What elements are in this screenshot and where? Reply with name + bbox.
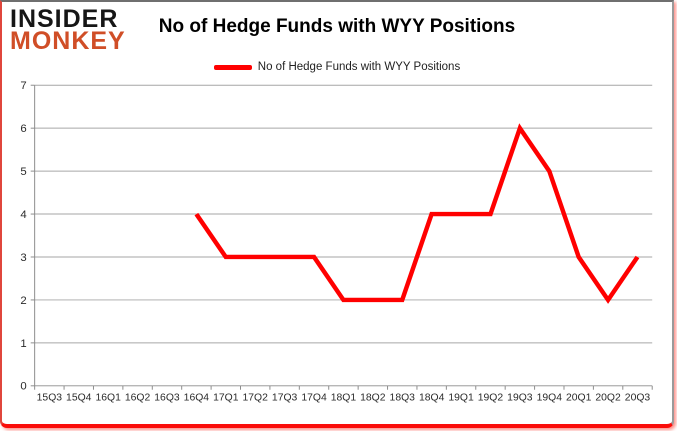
logo-text-insider: INSIDER xyxy=(10,5,119,33)
legend-line-swatch xyxy=(213,64,252,70)
y-axis-tick-label: 5 xyxy=(20,166,26,178)
y-axis-tick-label: 4 xyxy=(20,209,26,221)
x-axis-tick-label: 19Q3 xyxy=(507,393,533,404)
x-axis-tick-label: 15Q4 xyxy=(66,393,92,404)
x-axis-tick-label: 18Q1 xyxy=(331,393,357,404)
y-axis-tick-label: 7 xyxy=(20,80,26,92)
x-axis-tick-label: 15Q3 xyxy=(37,393,63,404)
x-axis-tick-label: 16Q4 xyxy=(184,393,210,404)
x-axis-tick-label: 17Q3 xyxy=(272,393,298,404)
x-axis-tick-label: 19Q1 xyxy=(448,393,474,404)
y-axis-tick-label: 6 xyxy=(20,123,26,135)
y-axis-tick-label: 1 xyxy=(20,338,26,350)
line-chart-plot: 0 1 2 3 4 5 6 7 15Q3 15Q4 16Q1 16Q2 16Q3 16Q4 17Q1 17Q2… xyxy=(20,80,653,404)
logo-text-monkey: MONKEY xyxy=(10,27,126,55)
chart-legend: No of Hedge Funds with WYY Positions xyxy=(2,61,672,73)
x-axis-tick-label: 17Q1 xyxy=(213,393,239,404)
x-axis-tick-label: 18Q2 xyxy=(360,393,386,404)
x-axis-tick-label: 17Q2 xyxy=(243,393,269,404)
x-axis-tick-label: 17Q4 xyxy=(301,393,327,404)
chart-title: No of Hedge Funds with WYY Positions xyxy=(158,16,516,37)
series-line xyxy=(194,123,640,304)
x-axis-tick-label: 20Q1 xyxy=(566,393,592,404)
x-axis-tick-label: 18Q4 xyxy=(419,393,445,404)
x-axis-tick-label: 20Q3 xyxy=(625,393,651,404)
legend-label: No of Hedge Funds with WYY Positions xyxy=(257,61,461,73)
x-axis-tick-label: 16Q1 xyxy=(95,393,121,404)
x-axis-tick-label: 20Q2 xyxy=(595,393,621,404)
insider-monkey-logo: INSIDER MONKEY xyxy=(10,5,126,55)
y-axis-tick-label: 0 xyxy=(20,381,26,393)
x-axis-tick-label: 16Q3 xyxy=(154,393,180,404)
x-axis-tick-label: 19Q4 xyxy=(537,393,563,404)
x-axis-tick-label: 18Q3 xyxy=(390,393,416,404)
y-axis-tick-label: 3 xyxy=(20,252,26,264)
y-axis-tick-label: 2 xyxy=(20,295,26,307)
x-axis-tick-label: 16Q2 xyxy=(125,393,151,404)
x-axis-tick-label: 19Q2 xyxy=(478,393,504,404)
